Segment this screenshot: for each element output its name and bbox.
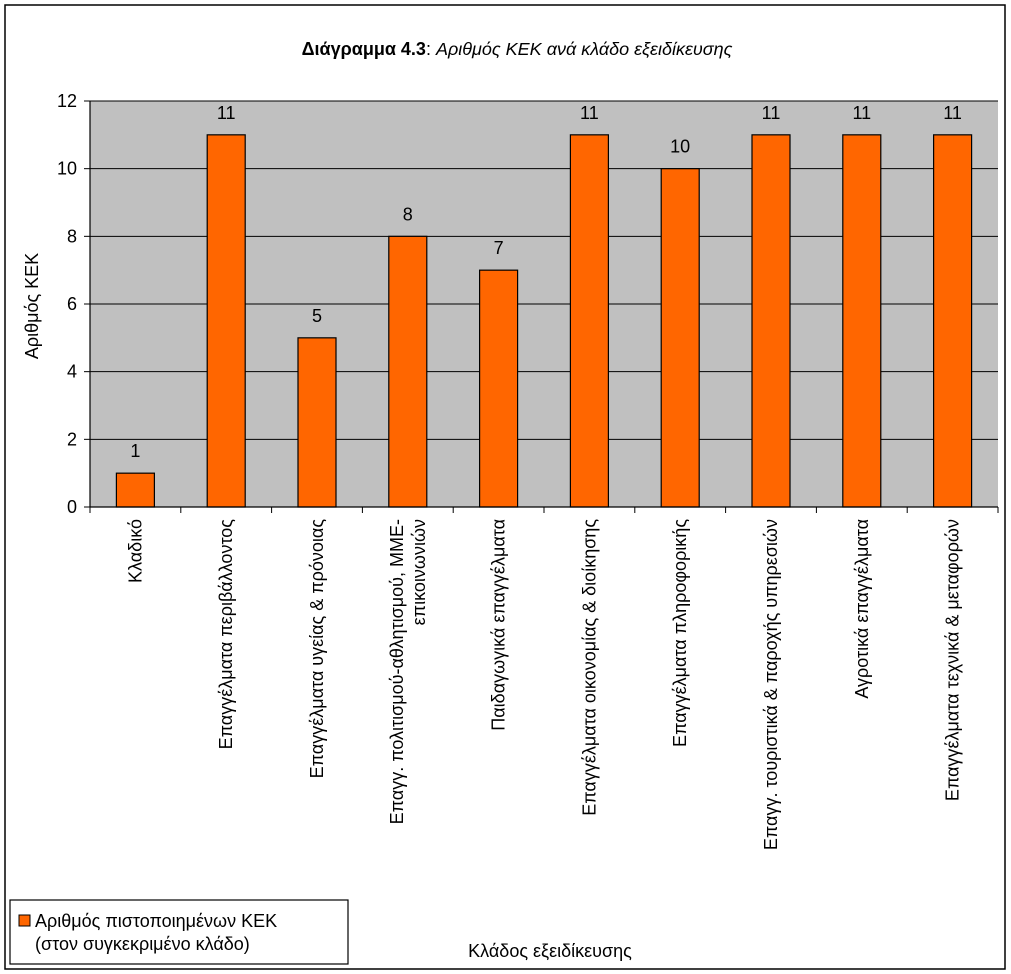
x-tick-label-line: Επαγγέλματα οικονομίας & διοίκησης — [579, 519, 599, 816]
x-tick-label-9: Επαγγέλματα τεχνικά & μεταφορών — [943, 519, 963, 801]
y-tick-label-8: 8 — [67, 226, 77, 246]
x-tick-label-0: Κλαδικό — [125, 519, 145, 583]
data-label-7: 11 — [762, 103, 781, 123]
bar-1 — [206, 134, 246, 508]
legend: Αριθμός πιστοποιημένων ΚΕΚ (στον συγκεκρι… — [9, 899, 349, 965]
chart-title-text: Αριθμός ΚΕΚ ανά κλάδο εξειδίκευσης — [435, 39, 733, 59]
x-tick-label-line: Επαγγέλματα υγείας & πρόνοιας — [307, 519, 327, 779]
x-tick-label-line: Επαγγ. πολιτισμού-αθλητισμού, ΜΜΕ- — [387, 519, 407, 824]
bar-8 — [842, 134, 882, 508]
data-label-9: 11 — [943, 103, 962, 123]
bar-9 — [932, 134, 973, 508]
y-axis-title: Αριθμός ΚΕΚ — [22, 253, 42, 359]
legend-label-line-0: Αριθμός πιστοποιημένων ΚΕΚ — [35, 911, 277, 931]
x-tick-label-3: Επαγγ. πολιτισμού-αθλητισμού, ΜΜΕ-επικοι… — [387, 519, 429, 824]
data-label-4: 7 — [494, 238, 504, 258]
x-tick-label-line: Επαγγ. τουριστικά & παροχής υπηρεσιών — [761, 519, 781, 850]
y-tick-label-6: 6 — [67, 294, 77, 314]
bar-6 — [660, 168, 700, 508]
data-label-5: 11 — [580, 103, 599, 123]
x-tick-label-line: Επαγγέλματα πληροφορικής — [670, 519, 690, 747]
x-tick-label-8: Αγροτικά επαγγέλματα — [852, 519, 872, 699]
data-label-6: 10 — [670, 137, 690, 157]
x-tick-label-4: Παιδαγωγικά επαγγέλματα — [489, 519, 509, 731]
x-tick-label-line: Επαγγέλματα τεχνικά & μεταφορών — [943, 519, 963, 801]
data-label-0: 1 — [130, 441, 140, 461]
x-tick-label-5: Επαγγέλματα οικονομίας & διοίκησης — [579, 519, 599, 816]
legend-swatch — [18, 914, 31, 927]
bar-4 — [479, 269, 519, 508]
x-tick-label-line: επικοινωνιών — [409, 519, 429, 625]
chart-title: Διάγραμμα 4.3: Αριθμός ΚΕΚ ανά κλάδο εξε… — [302, 39, 733, 59]
bar-7 — [751, 134, 791, 508]
y-tick-label-12: 12 — [57, 91, 77, 111]
data-label-1: 11 — [217, 103, 236, 123]
x-tick-label-line: Επαγγέλματα περιβάλλοντος — [216, 519, 236, 750]
bar-2 — [297, 337, 337, 508]
data-label-3: 8 — [403, 204, 413, 224]
data-label-2: 5 — [312, 306, 322, 326]
y-tick-label-10: 10 — [57, 159, 77, 179]
x-tick-label-6: Επαγγέλματα πληροφορικής — [670, 519, 690, 747]
bar-5 — [569, 134, 610, 508]
legend-box — [9, 899, 349, 965]
bar-0 — [115, 472, 156, 508]
x-tick-label-7: Επαγγ. τουριστικά & παροχής υπηρεσιών — [761, 519, 781, 850]
x-tick-label-2: Επαγγέλματα υγείας & πρόνοιας — [307, 519, 327, 779]
y-tick-label-0: 0 — [67, 497, 77, 517]
data-label-8: 11 — [852, 103, 871, 123]
x-tick-label-line: Αγροτικά επαγγέλματα — [852, 519, 872, 699]
x-tick-label-line: Παιδαγωγικά επαγγέλματα — [489, 519, 509, 731]
legend-label-line-1: (στον συγκεκριμένο κλάδο) — [35, 934, 250, 954]
x-axis-title: Κλάδος εξειδίκευσης — [468, 941, 632, 961]
x-tick-label-1: Επαγγέλματα περιβάλλοντος — [216, 519, 236, 750]
chart-title-bold: Διάγραμμα 4.3 — [302, 39, 426, 59]
x-tick-label-line: Κλαδικό — [125, 519, 145, 583]
y-tick-label-2: 2 — [67, 429, 77, 449]
bar-3 — [388, 235, 428, 508]
y-tick-label-4: 4 — [67, 362, 77, 382]
chart-title-separator: : — [426, 39, 436, 59]
